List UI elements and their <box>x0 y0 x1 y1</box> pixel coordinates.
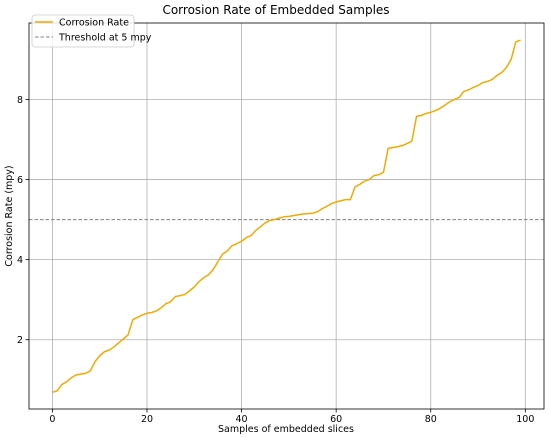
x-tick-label: 60 <box>330 414 342 425</box>
x-axis-label: Samples of embedded slices <box>218 424 354 435</box>
x-tick-label: 40 <box>236 414 248 425</box>
legend-label-threshold: Threshold at 5 mpy <box>58 33 152 44</box>
y-axis-ticks: 2 4 6 8 <box>17 95 29 346</box>
y-tick-label: 8 <box>17 95 23 106</box>
x-tick-label: 20 <box>141 414 153 425</box>
y-tick-label: 4 <box>17 255 23 266</box>
legend-label-corrosion-rate: Corrosion Rate <box>59 18 129 29</box>
x-tick-label: 80 <box>425 414 437 425</box>
series-line-layer <box>52 39 521 393</box>
grid <box>29 23 544 409</box>
legend: Corrosion Rate Threshold at 5 mpy <box>31 14 152 48</box>
chart-title: Corrosion Rate of Embedded Samples <box>162 3 389 17</box>
x-axis-ticks: 0 20 40 60 80 100 <box>49 409 534 425</box>
x-tick-label: 100 <box>516 414 534 425</box>
y-tick-label: 2 <box>17 335 23 346</box>
y-tick-label: 6 <box>17 175 23 186</box>
x-tick-label: 0 <box>49 414 55 425</box>
y-axis-label: Corrosion Rate (mpy) <box>4 165 15 266</box>
plot-frame <box>28 22 545 410</box>
legend-box <box>31 14 135 48</box>
series-line-corrosion-rate <box>52 39 521 393</box>
